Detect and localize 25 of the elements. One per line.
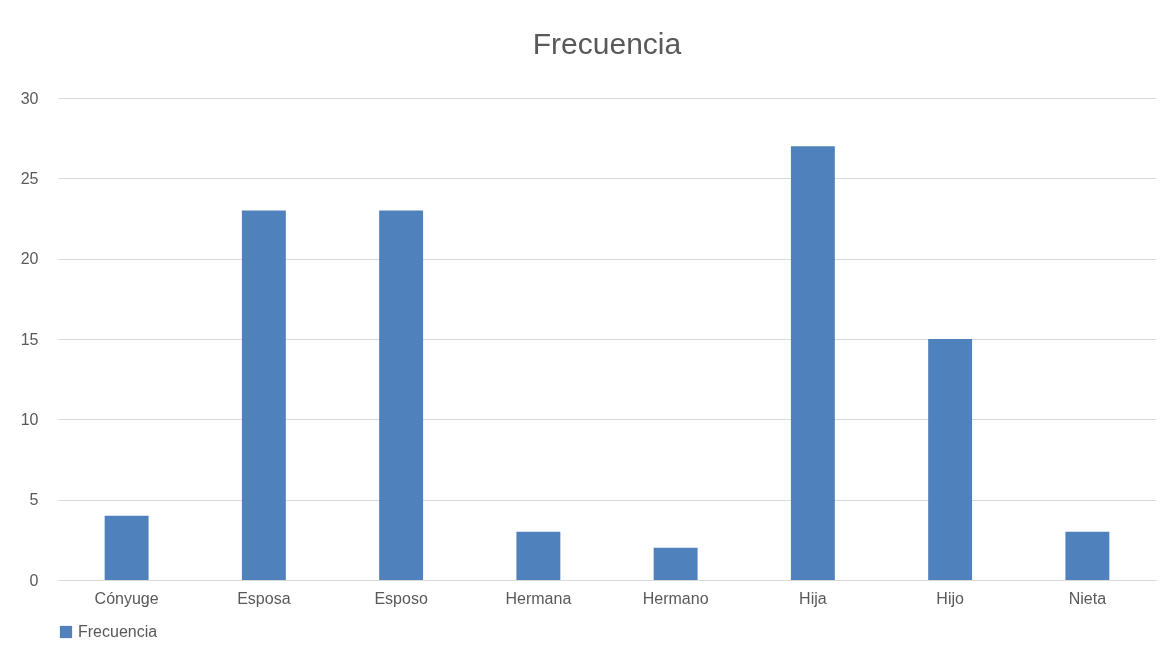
bar	[516, 531, 561, 580]
bar	[379, 210, 424, 580]
x-tick-label: Hermano	[642, 589, 709, 607]
x-tick-label: Cónyuge	[94, 589, 159, 607]
legend-label: Frecuencia	[78, 623, 158, 640]
y-tick-label: 5	[29, 491, 39, 509]
y-tick-label: 15	[20, 330, 39, 348]
x-tick-label: Esposo	[374, 589, 428, 607]
bar	[104, 515, 149, 580]
x-tick-label: Hermana	[505, 589, 572, 607]
y-tick-label: 10	[20, 410, 39, 428]
chart-title: Frecuencia	[532, 27, 682, 60]
x-tick-label: Nieta	[1068, 589, 1107, 607]
bar	[1065, 531, 1110, 580]
bar	[790, 146, 835, 580]
y-tick-label: 20	[20, 250, 39, 268]
y-tick-label: 30	[20, 89, 39, 107]
bar	[241, 210, 286, 580]
x-tick-label: Hija	[799, 589, 827, 607]
y-tick-label: 0	[29, 571, 39, 589]
bar	[928, 339, 973, 580]
bar	[653, 547, 698, 580]
y-tick-label: 25	[20, 169, 39, 187]
x-tick-label: Hijo	[936, 589, 965, 607]
x-tick-label: Esposa	[237, 589, 291, 607]
